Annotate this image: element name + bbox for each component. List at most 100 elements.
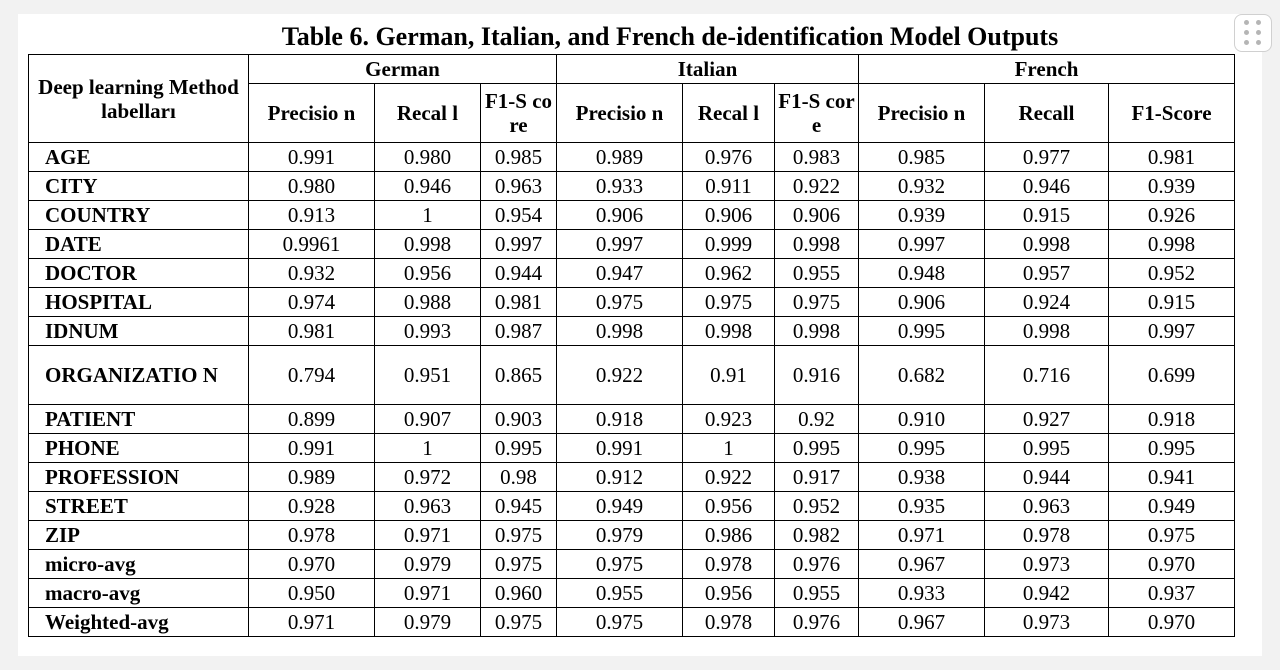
table-row: IDNUM 0.981 0.993 0.987 0.998 0.998 0.998 0.995… <box>28 316 1235 346</box>
table-row: PATIENT 0.899 0.907 0.903 0.918 0.923 0.92 0.91… <box>28 404 1235 434</box>
table-cell: 0.952 <box>774 491 859 521</box>
table-cell: 0.970 <box>1108 549 1235 579</box>
table-cell: 0.899 <box>248 404 375 434</box>
table-cell: 0.975 <box>556 607 683 637</box>
table-cell: 0.915 <box>1108 287 1235 317</box>
table-cell: 0.91 <box>682 345 775 405</box>
table-cell: 0.924 <box>984 287 1109 317</box>
table-cell: 0.989 <box>248 462 375 492</box>
table-cell: 0.918 <box>1108 404 1235 434</box>
table-cell: 0.98 <box>480 462 557 492</box>
table-cell: 0.911 <box>682 171 775 201</box>
table-cell: 0.949 <box>556 491 683 521</box>
table-cell: 0.963 <box>984 491 1109 521</box>
table-cell: 0.9961 <box>248 229 375 259</box>
table-cell: 0.971 <box>858 520 985 550</box>
table-cell: 0.962 <box>682 258 775 288</box>
table-cell: 0.975 <box>480 520 557 550</box>
table-cell: 0.988 <box>374 287 481 317</box>
table-cell: 0.998 <box>774 316 859 346</box>
table-row: CITY 0.980 0.946 0.963 0.933 0.911 0.922 0.932 0… <box>28 171 1235 201</box>
table-cell: 0.991 <box>248 142 375 172</box>
table-row: macro-avg 0.950 0.971 0.960 0.955 0.956 0.955 0… <box>28 578 1235 608</box>
table-cell: 1 <box>374 200 481 230</box>
table-cell: 0.976 <box>774 607 859 637</box>
table-cell: 0.952 <box>1108 258 1235 288</box>
row-label: macro-avg <box>28 578 249 608</box>
document-page: Table 6. German, Italian, and French de-… <box>18 14 1272 656</box>
table-cell: 0.975 <box>682 287 775 317</box>
table-cell: 0.998 <box>984 229 1109 259</box>
table-cell: 0.947 <box>556 258 683 288</box>
drag-handle-icon[interactable] <box>1234 14 1272 52</box>
table-cell: 0.933 <box>556 171 683 201</box>
table-row: ZIP 0.978 0.971 0.975 0.979 0.986 0.982 0.971 0.… <box>28 520 1235 550</box>
table-cell: 0.978 <box>682 607 775 637</box>
table-cell: 0.960 <box>480 578 557 608</box>
row-label: ORGANIZATIO N <box>28 345 249 405</box>
table-cell: 0.956 <box>374 258 481 288</box>
table-cell: 0.998 <box>984 316 1109 346</box>
table-cell: 0.916 <box>774 345 859 405</box>
table-cell: 0.975 <box>556 287 683 317</box>
table-cell: 0.906 <box>556 200 683 230</box>
table-row: PHONE 0.991 1 0.995 0.991 1 0.995 0.995 0.995 0.9… <box>28 433 1235 463</box>
row-label: AGE <box>28 142 249 172</box>
table-cell: 0.922 <box>682 462 775 492</box>
table-cell: 0.903 <box>480 404 557 434</box>
table-cell: 0.917 <box>774 462 859 492</box>
lang-header-french: French <box>858 54 1235 84</box>
table-cell: 0.989 <box>556 142 683 172</box>
row-label: micro-avg <box>28 549 249 579</box>
table-cell: 0.995 <box>1108 433 1235 463</box>
table-cell: 0.995 <box>858 433 985 463</box>
table-cell: 0.794 <box>248 345 375 405</box>
table-cell: 0.985 <box>858 142 985 172</box>
table-cell: 0.981 <box>480 287 557 317</box>
table-cell: 0.971 <box>248 607 375 637</box>
table-cell: 0.998 <box>556 316 683 346</box>
row-label: CITY <box>28 171 249 201</box>
table-cell: 0.935 <box>858 491 985 521</box>
metric-header: Precisio n <box>248 83 375 143</box>
table-cell: 0.973 <box>984 607 1109 637</box>
table-cell: 0.682 <box>858 345 985 405</box>
table-cell: 0.906 <box>774 200 859 230</box>
row-label: COUNTRY <box>28 200 249 230</box>
table-cell: 0.998 <box>682 316 775 346</box>
table-cell: 0.946 <box>984 171 1109 201</box>
table-cell: 0.998 <box>1108 229 1235 259</box>
table-cell: 0.941 <box>1108 462 1235 492</box>
table-cell: 0.956 <box>682 578 775 608</box>
table-row: PROFESSION 0.989 0.972 0.98 0.912 0.922 0.917 0… <box>28 462 1235 492</box>
table-cell: 0.963 <box>374 491 481 521</box>
table-cell: 0.906 <box>858 287 985 317</box>
table-title: Table 6. German, Italian, and French de-… <box>281 22 1059 51</box>
table-cell: 0.975 <box>1108 520 1235 550</box>
table-cell: 0.974 <box>248 287 375 317</box>
table-cell: 0.975 <box>480 607 557 637</box>
table-row: ORGANIZATIO N 0.794 0.951 0.865 0.922 0.91 0.9… <box>28 345 1235 405</box>
results-table: Deep learning Method labelları German It… <box>28 54 1235 637</box>
table-row: COUNTRY 0.913 1 0.954 0.906 0.906 0.906 0.939 0.… <box>28 200 1235 230</box>
table-cell: 0.912 <box>556 462 683 492</box>
row-label: STREET <box>28 491 249 521</box>
table-cell: 0.944 <box>480 258 557 288</box>
table-cell: 0.977 <box>984 142 1109 172</box>
method-header: Deep learning Method labelları <box>28 54 249 143</box>
table-body: AGE 0.991 0.980 0.985 0.989 0.976 0.983 0.985 0.… <box>28 142 1235 637</box>
table-cell: 0.970 <box>1108 607 1235 637</box>
table-cell: 0.922 <box>556 345 683 405</box>
table-row: DATE 0.9961 0.998 0.997 0.997 0.999 0.998 0.997… <box>28 229 1235 259</box>
row-label: IDNUM <box>28 316 249 346</box>
table-cell: 0.997 <box>480 229 557 259</box>
metric-header: F1-Score <box>1108 83 1235 143</box>
metric-header: Recal l <box>374 83 481 143</box>
table-cell: 1 <box>374 433 481 463</box>
table-cell: 0.865 <box>480 345 557 405</box>
metric-header: Precisio n <box>556 83 683 143</box>
table-cell: 0.970 <box>248 549 375 579</box>
table-cell: 0.998 <box>374 229 481 259</box>
table-cell: 0.981 <box>248 316 375 346</box>
table-cell: 0.980 <box>374 142 481 172</box>
